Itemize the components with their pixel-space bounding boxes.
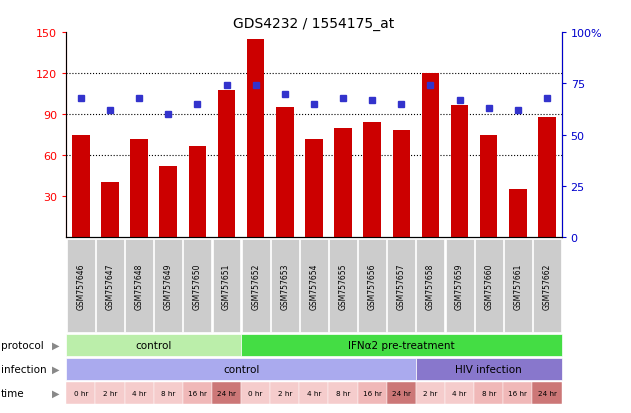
Bar xyxy=(422,74,439,237)
Text: infection: infection xyxy=(1,364,46,374)
Text: GSM757650: GSM757650 xyxy=(193,263,202,309)
Text: IFNα2 pre-treatment: IFNα2 pre-treatment xyxy=(348,340,455,350)
Text: 2 hr: 2 hr xyxy=(423,390,438,396)
Text: GSM757658: GSM757658 xyxy=(426,263,435,309)
Text: 4 hr: 4 hr xyxy=(452,390,467,396)
Text: control: control xyxy=(136,340,172,350)
Text: GSM757652: GSM757652 xyxy=(251,263,260,309)
Text: time: time xyxy=(1,388,24,398)
Bar xyxy=(72,135,90,237)
Text: ▶: ▶ xyxy=(52,388,60,398)
Bar xyxy=(363,123,381,237)
Text: GSM757653: GSM757653 xyxy=(280,263,289,309)
Text: 2 hr: 2 hr xyxy=(103,390,117,396)
Text: ▶: ▶ xyxy=(52,340,60,350)
Text: GSM757648: GSM757648 xyxy=(134,263,144,309)
Bar xyxy=(276,108,293,237)
Text: 2 hr: 2 hr xyxy=(278,390,292,396)
Text: 24 hr: 24 hr xyxy=(217,390,236,396)
Text: 4 hr: 4 hr xyxy=(307,390,321,396)
Bar xyxy=(538,118,556,237)
Text: 16 hr: 16 hr xyxy=(363,390,382,396)
Bar xyxy=(101,183,119,237)
Title: GDS4232 / 1554175_at: GDS4232 / 1554175_at xyxy=(233,17,394,31)
Text: GSM757649: GSM757649 xyxy=(163,263,173,309)
Bar xyxy=(392,131,410,237)
Text: 8 hr: 8 hr xyxy=(161,390,175,396)
Text: ▶: ▶ xyxy=(52,364,60,374)
Text: 0 hr: 0 hr xyxy=(74,390,88,396)
Text: GSM757661: GSM757661 xyxy=(514,263,522,309)
Bar xyxy=(334,128,352,237)
Bar xyxy=(189,146,206,237)
Text: protocol: protocol xyxy=(1,340,44,350)
Bar xyxy=(509,190,527,237)
Bar xyxy=(160,166,177,237)
Text: 0 hr: 0 hr xyxy=(249,390,263,396)
Bar xyxy=(305,139,322,237)
Text: control: control xyxy=(223,364,259,374)
Bar xyxy=(218,90,235,237)
Text: GSM757656: GSM757656 xyxy=(368,263,377,309)
Text: GSM757659: GSM757659 xyxy=(455,263,464,309)
Bar xyxy=(480,135,497,237)
Text: GSM757660: GSM757660 xyxy=(484,263,493,309)
Text: 16 hr: 16 hr xyxy=(509,390,528,396)
Text: GSM757662: GSM757662 xyxy=(543,263,551,309)
Bar xyxy=(247,40,264,237)
Text: GSM757651: GSM757651 xyxy=(222,263,231,309)
Text: 24 hr: 24 hr xyxy=(538,390,557,396)
Text: 16 hr: 16 hr xyxy=(188,390,207,396)
Text: ■: ■ xyxy=(73,412,85,413)
Text: GSM757654: GSM757654 xyxy=(309,263,319,309)
Text: GSM757655: GSM757655 xyxy=(339,263,348,309)
Text: 8 hr: 8 hr xyxy=(481,390,496,396)
Bar xyxy=(131,139,148,237)
Text: 24 hr: 24 hr xyxy=(392,390,411,396)
Text: 4 hr: 4 hr xyxy=(132,390,146,396)
Text: GSM757647: GSM757647 xyxy=(105,263,114,309)
Bar xyxy=(451,105,468,237)
Text: HIV infection: HIV infection xyxy=(456,364,522,374)
Text: GSM757646: GSM757646 xyxy=(76,263,85,309)
Text: GSM757657: GSM757657 xyxy=(397,263,406,309)
Text: 8 hr: 8 hr xyxy=(336,390,350,396)
